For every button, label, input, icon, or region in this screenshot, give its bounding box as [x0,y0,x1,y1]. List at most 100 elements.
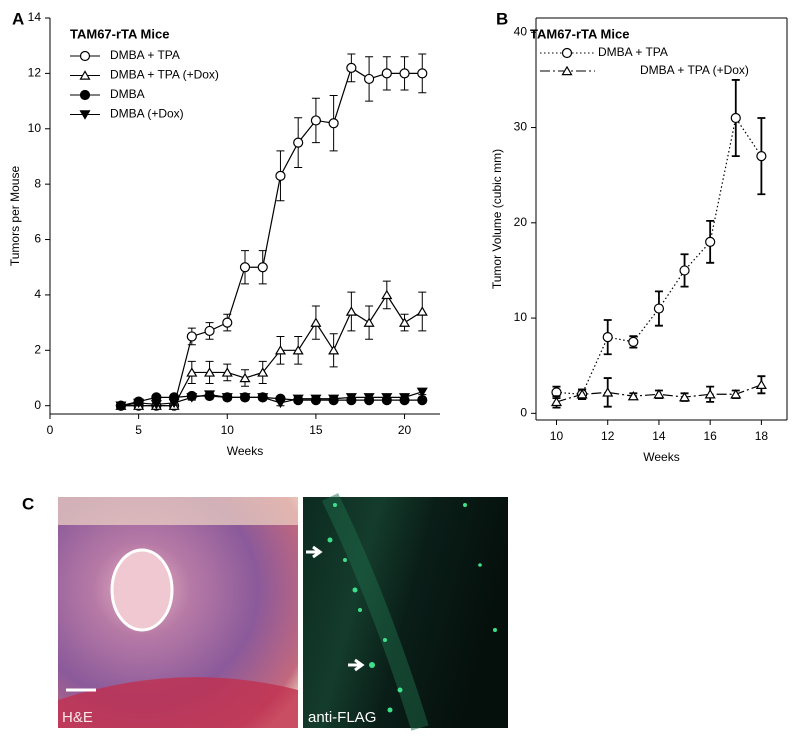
marker [275,170,286,181]
marker [239,393,251,403]
arrow [348,658,365,672]
marker [310,394,322,405]
marker [292,345,304,355]
marker [398,317,411,327]
marker [399,68,410,79]
marker [310,115,322,126]
y-tick-label: 2 [34,342,41,356]
y-tick-label: 14 [28,10,42,24]
marker [730,112,741,124]
y-tick-label: 0 [520,406,527,420]
marker [679,391,691,402]
legend-label: DMBA + TPA [110,48,180,62]
legend-marker [79,70,91,80]
marker [274,345,287,355]
marker [204,325,215,337]
chart-panel: A 0 2 4 6 8 10 12 14 0 5 10 15 20 Weeks Tumors per Mous… [8,9,440,458]
marker [168,398,180,409]
flag-nuclei [327,503,497,713]
marker [186,331,197,342]
marker [602,387,614,397]
chart-panel: B 0 10 20 30 40 10 12 14 16 18 Weeks Tumor Volume (c… [490,9,788,464]
legend-label: DMBA + TPA [598,45,668,59]
x-tick-label: 0 [47,423,54,437]
series-line [120,293,423,407]
x-tick-label: 15 [309,423,323,437]
marker [257,262,268,273]
y-tick-label: 12 [28,66,42,80]
y-axis-label: Tumors per Mouse [8,166,22,267]
marker [381,68,392,79]
legend-marker [79,50,91,62]
marker [417,68,428,79]
flag-stain [321,493,429,731]
he-dermis [58,677,298,728]
arrow [306,545,323,559]
marker [653,303,665,314]
legend-title: TAM67-rTA Mice [530,26,629,41]
legend-label: DMBA + TPA (+Dox) [110,68,219,82]
legend-marker [561,47,573,59]
marker [398,393,411,403]
image-label: H&E [62,709,93,726]
marker [345,306,357,316]
x-tick-label: 10 [550,429,564,443]
marker [346,62,357,73]
panel-label: C [22,494,34,513]
marker [293,137,304,148]
marker [186,393,198,403]
y-tick-label: 10 [28,121,42,135]
marker [730,389,742,399]
y-tick-label: 10 [514,310,528,324]
marker [310,317,322,327]
y-tick-label: 30 [514,120,528,134]
x-tick-label: 12 [601,429,615,443]
y-tick-label: 4 [34,287,41,301]
marker [381,289,393,300]
marker [257,393,269,403]
panel-c: C H&E anti-FLAG [22,493,508,731]
marker [150,400,162,410]
marker [381,393,393,403]
marker [679,265,690,276]
marker [363,317,375,327]
panel-label: B [496,9,508,28]
x-tick-label: 18 [755,429,769,443]
marker [221,367,233,377]
marker [628,336,639,347]
marker [292,394,304,405]
y-axis-label: Tumor Volume (cubic mm) [490,149,504,289]
series-line [120,391,423,407]
marker [363,73,375,85]
marker [550,396,563,407]
marker [328,394,340,405]
marker [363,393,375,403]
legend-marker [561,65,573,76]
marker [704,389,716,399]
marker [705,236,716,247]
marker [328,118,339,129]
marker [203,390,216,400]
x-tick-label: 16 [703,429,717,443]
y-tick-label: 0 [34,398,41,412]
legend-label: DMBA (+Dox) [110,107,184,121]
marker [416,387,428,398]
legend-marker [79,89,91,101]
x-tick-label: 14 [652,429,666,443]
marker [221,393,233,403]
x-tick-label: 10 [221,423,235,437]
legend-title: TAM67-rTA Mice [70,26,169,41]
legend-label: DMBA [110,87,145,101]
marker [416,306,428,316]
marker [257,367,269,377]
marker [576,389,588,399]
marker [756,151,767,162]
y-tick-label: 6 [34,232,41,246]
y-tick-label: 20 [514,215,528,229]
marker [133,398,145,409]
y-tick-label: 8 [34,176,41,190]
he-structure [110,548,174,632]
y-tick-label: 40 [514,24,528,38]
marker [274,398,287,409]
